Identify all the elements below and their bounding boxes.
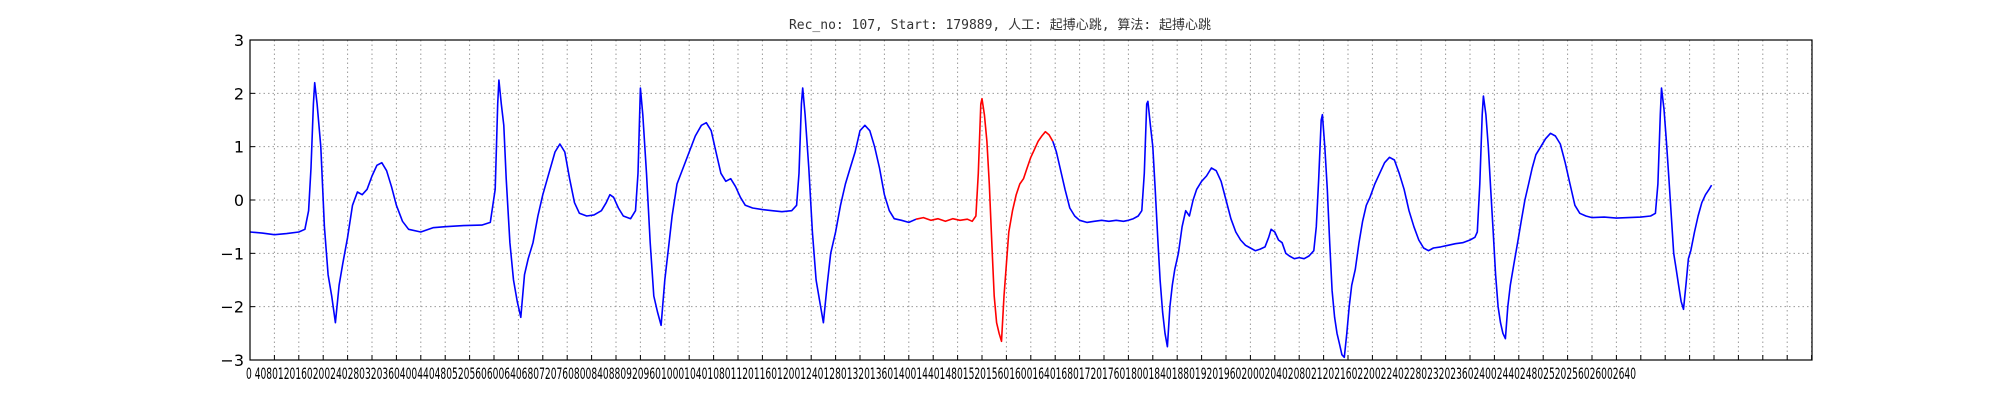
ecg-series-before [249, 79, 917, 327]
y-tick-label: 2 [234, 84, 244, 103]
grid-lines [249, 39, 1813, 361]
x-ticks [249, 355, 1813, 360]
y-tick-label: 3 [234, 31, 244, 50]
y-tick-label: −3 [220, 351, 244, 370]
chart-title: Rec_no: 107, Start: 179889, 人工: 起搏心跳, 算法… [789, 17, 1211, 33]
x-tick-labels: 0 40801201602002402803203604004404805205… [246, 364, 1636, 383]
y-tick-label: 0 [234, 191, 244, 210]
plot-series [249, 79, 1713, 359]
ecg-series-after [1052, 87, 1713, 359]
y-tick-label: −1 [220, 244, 244, 263]
y-ticks: 3 2 1 0 −1 −2 −3 [220, 31, 255, 370]
y-tick-label: −2 [220, 298, 244, 317]
plot-frame [249, 39, 1813, 361]
y-tick-label: 1 [234, 138, 244, 157]
ecg-series-highlighted-beat [915, 97, 1054, 343]
